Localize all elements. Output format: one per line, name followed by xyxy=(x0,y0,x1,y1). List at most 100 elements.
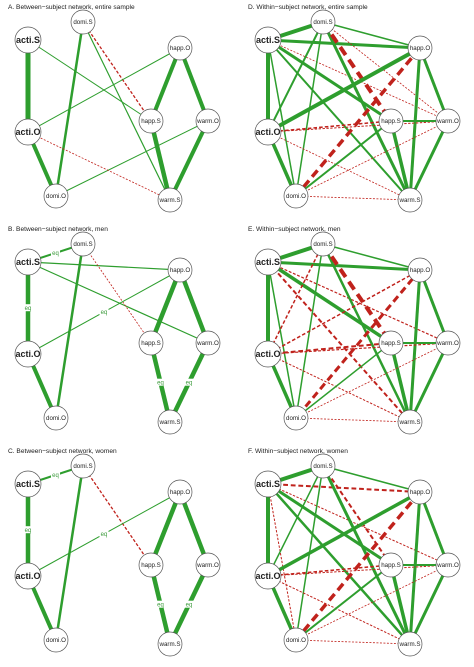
edge-actiS-warmS xyxy=(267,261,411,423)
node-circle xyxy=(43,183,69,209)
edge-domiS-actiO xyxy=(267,465,324,577)
node-label: happ.O xyxy=(410,489,430,496)
node-label: acti.O xyxy=(15,349,40,359)
node-circle xyxy=(378,552,404,578)
edge-domiS-happS xyxy=(321,242,393,345)
node-circle xyxy=(167,257,193,283)
node-label: acti.O xyxy=(255,349,280,359)
edge-happO-happS xyxy=(148,269,183,344)
node-warmS: warm.S xyxy=(157,187,183,213)
edge-actiO-warmS xyxy=(267,131,411,201)
edge-actiS-domiO xyxy=(267,483,297,641)
nodes: acti.S domi.S happ.O acti.O happ.S warm.O domi… xyxy=(14,231,221,435)
panel-f: F. Within−subject network, women acti.S do… xyxy=(248,448,461,657)
node-happS: happ.S xyxy=(378,330,404,356)
edge-domiO-warmS xyxy=(295,639,411,645)
edge-happS-warmS xyxy=(148,120,173,201)
node-label: domi.O xyxy=(286,193,306,200)
edge-domiS-happO xyxy=(322,465,421,493)
node-circle xyxy=(435,108,461,134)
node-circle xyxy=(14,340,42,368)
node-domiS: domi.S xyxy=(70,231,96,257)
edge-label-bg xyxy=(184,378,194,386)
edge-domiS-actiO xyxy=(267,21,324,133)
edge-actiO-warmS xyxy=(27,131,171,201)
node-circle xyxy=(254,562,282,590)
edge-domiS-actiO xyxy=(267,243,324,355)
edge-happO-warmO xyxy=(177,491,211,566)
edge-actiO-warmO xyxy=(267,120,449,133)
node-label: warm.O xyxy=(196,340,219,347)
node-label: acti.S xyxy=(16,35,40,45)
node-circle xyxy=(157,409,183,435)
node-circle xyxy=(14,248,42,276)
edge-warmO-warmS xyxy=(168,120,210,201)
node-circle xyxy=(435,330,461,356)
node-label: domi.O xyxy=(286,415,306,422)
node-circle xyxy=(14,26,42,54)
node-label: warm.O xyxy=(436,340,459,347)
node-actiO: acti.O xyxy=(254,562,282,590)
node-domiO: domi.O xyxy=(283,405,309,431)
node-circle xyxy=(14,470,42,498)
node-label: happ.S xyxy=(141,562,161,569)
node-circle xyxy=(397,187,423,213)
edge-label-bg xyxy=(156,378,165,386)
edge-actiO-happO xyxy=(27,47,181,133)
node-warmS: warm.S xyxy=(397,409,423,435)
panel-b: B. Between−subject network, men eq eq eq eq e… xyxy=(8,226,221,435)
panel-a: A. Between−subject network, entire sampl… xyxy=(8,4,221,213)
node-label: domi.S xyxy=(73,241,92,248)
edge-label: eq xyxy=(101,532,108,538)
edge-label-bg xyxy=(184,600,194,608)
node-actiO: acti.O xyxy=(14,340,42,368)
node-label: acti.O xyxy=(15,571,40,581)
node-actiS: acti.S xyxy=(14,26,42,54)
node-circle xyxy=(310,453,336,479)
node-actiS: acti.S xyxy=(254,248,282,276)
node-circle xyxy=(157,187,183,213)
edge-domiS-happO xyxy=(322,21,421,49)
edge-actiS-happO xyxy=(267,260,421,272)
node-circle xyxy=(70,453,96,479)
node-label: acti.S xyxy=(256,479,280,489)
node-warmS: warm.S xyxy=(397,631,423,657)
node-circle xyxy=(254,340,282,368)
node-label: happ.S xyxy=(381,562,401,569)
node-domiS: domi.S xyxy=(70,9,96,35)
node-label: warm.O xyxy=(196,118,219,125)
edge-label: eq xyxy=(157,381,164,387)
edge-warmO-warmS xyxy=(408,342,450,423)
panel-title: F. Within−subject network, women xyxy=(248,448,348,455)
node-label: happ.S xyxy=(381,340,401,347)
edge-happS-domiO xyxy=(295,120,392,197)
edge-happO-actiO xyxy=(267,490,421,578)
node-circle xyxy=(254,118,282,146)
edge-happO-warmS xyxy=(408,491,422,645)
edge-label: eq xyxy=(52,473,59,479)
panel-c: C. Between−subject network, womeneqeqeqe… xyxy=(8,448,221,657)
node-label: domi.S xyxy=(73,19,92,26)
node-circle xyxy=(70,231,96,257)
node-happO: happ.O xyxy=(407,479,433,505)
node-actiS: acti.S xyxy=(14,248,42,276)
node-warmO: warm.O xyxy=(435,552,461,578)
node-warmO: warm.O xyxy=(195,552,221,578)
edge-label: eq xyxy=(157,603,164,609)
edge-happO-actiO xyxy=(267,46,421,134)
node-happO: happ.O xyxy=(407,257,433,283)
node-actiO: acti.O xyxy=(254,118,282,146)
node-circle xyxy=(407,479,433,505)
edge-actiS-happS xyxy=(267,482,392,567)
edge-warmO-domiO xyxy=(295,564,449,641)
node-label: warm.S xyxy=(159,419,181,426)
edge-happO-happS xyxy=(148,491,183,566)
edge-happO-domiO xyxy=(294,269,422,419)
node-domiS: domi.S xyxy=(310,231,336,257)
node-label: domi.O xyxy=(286,637,306,644)
edge-warmO-warmS xyxy=(408,564,450,645)
node-warmS: warm.S xyxy=(397,187,423,213)
node-circle xyxy=(195,552,221,578)
edge-label-bg xyxy=(23,526,33,534)
